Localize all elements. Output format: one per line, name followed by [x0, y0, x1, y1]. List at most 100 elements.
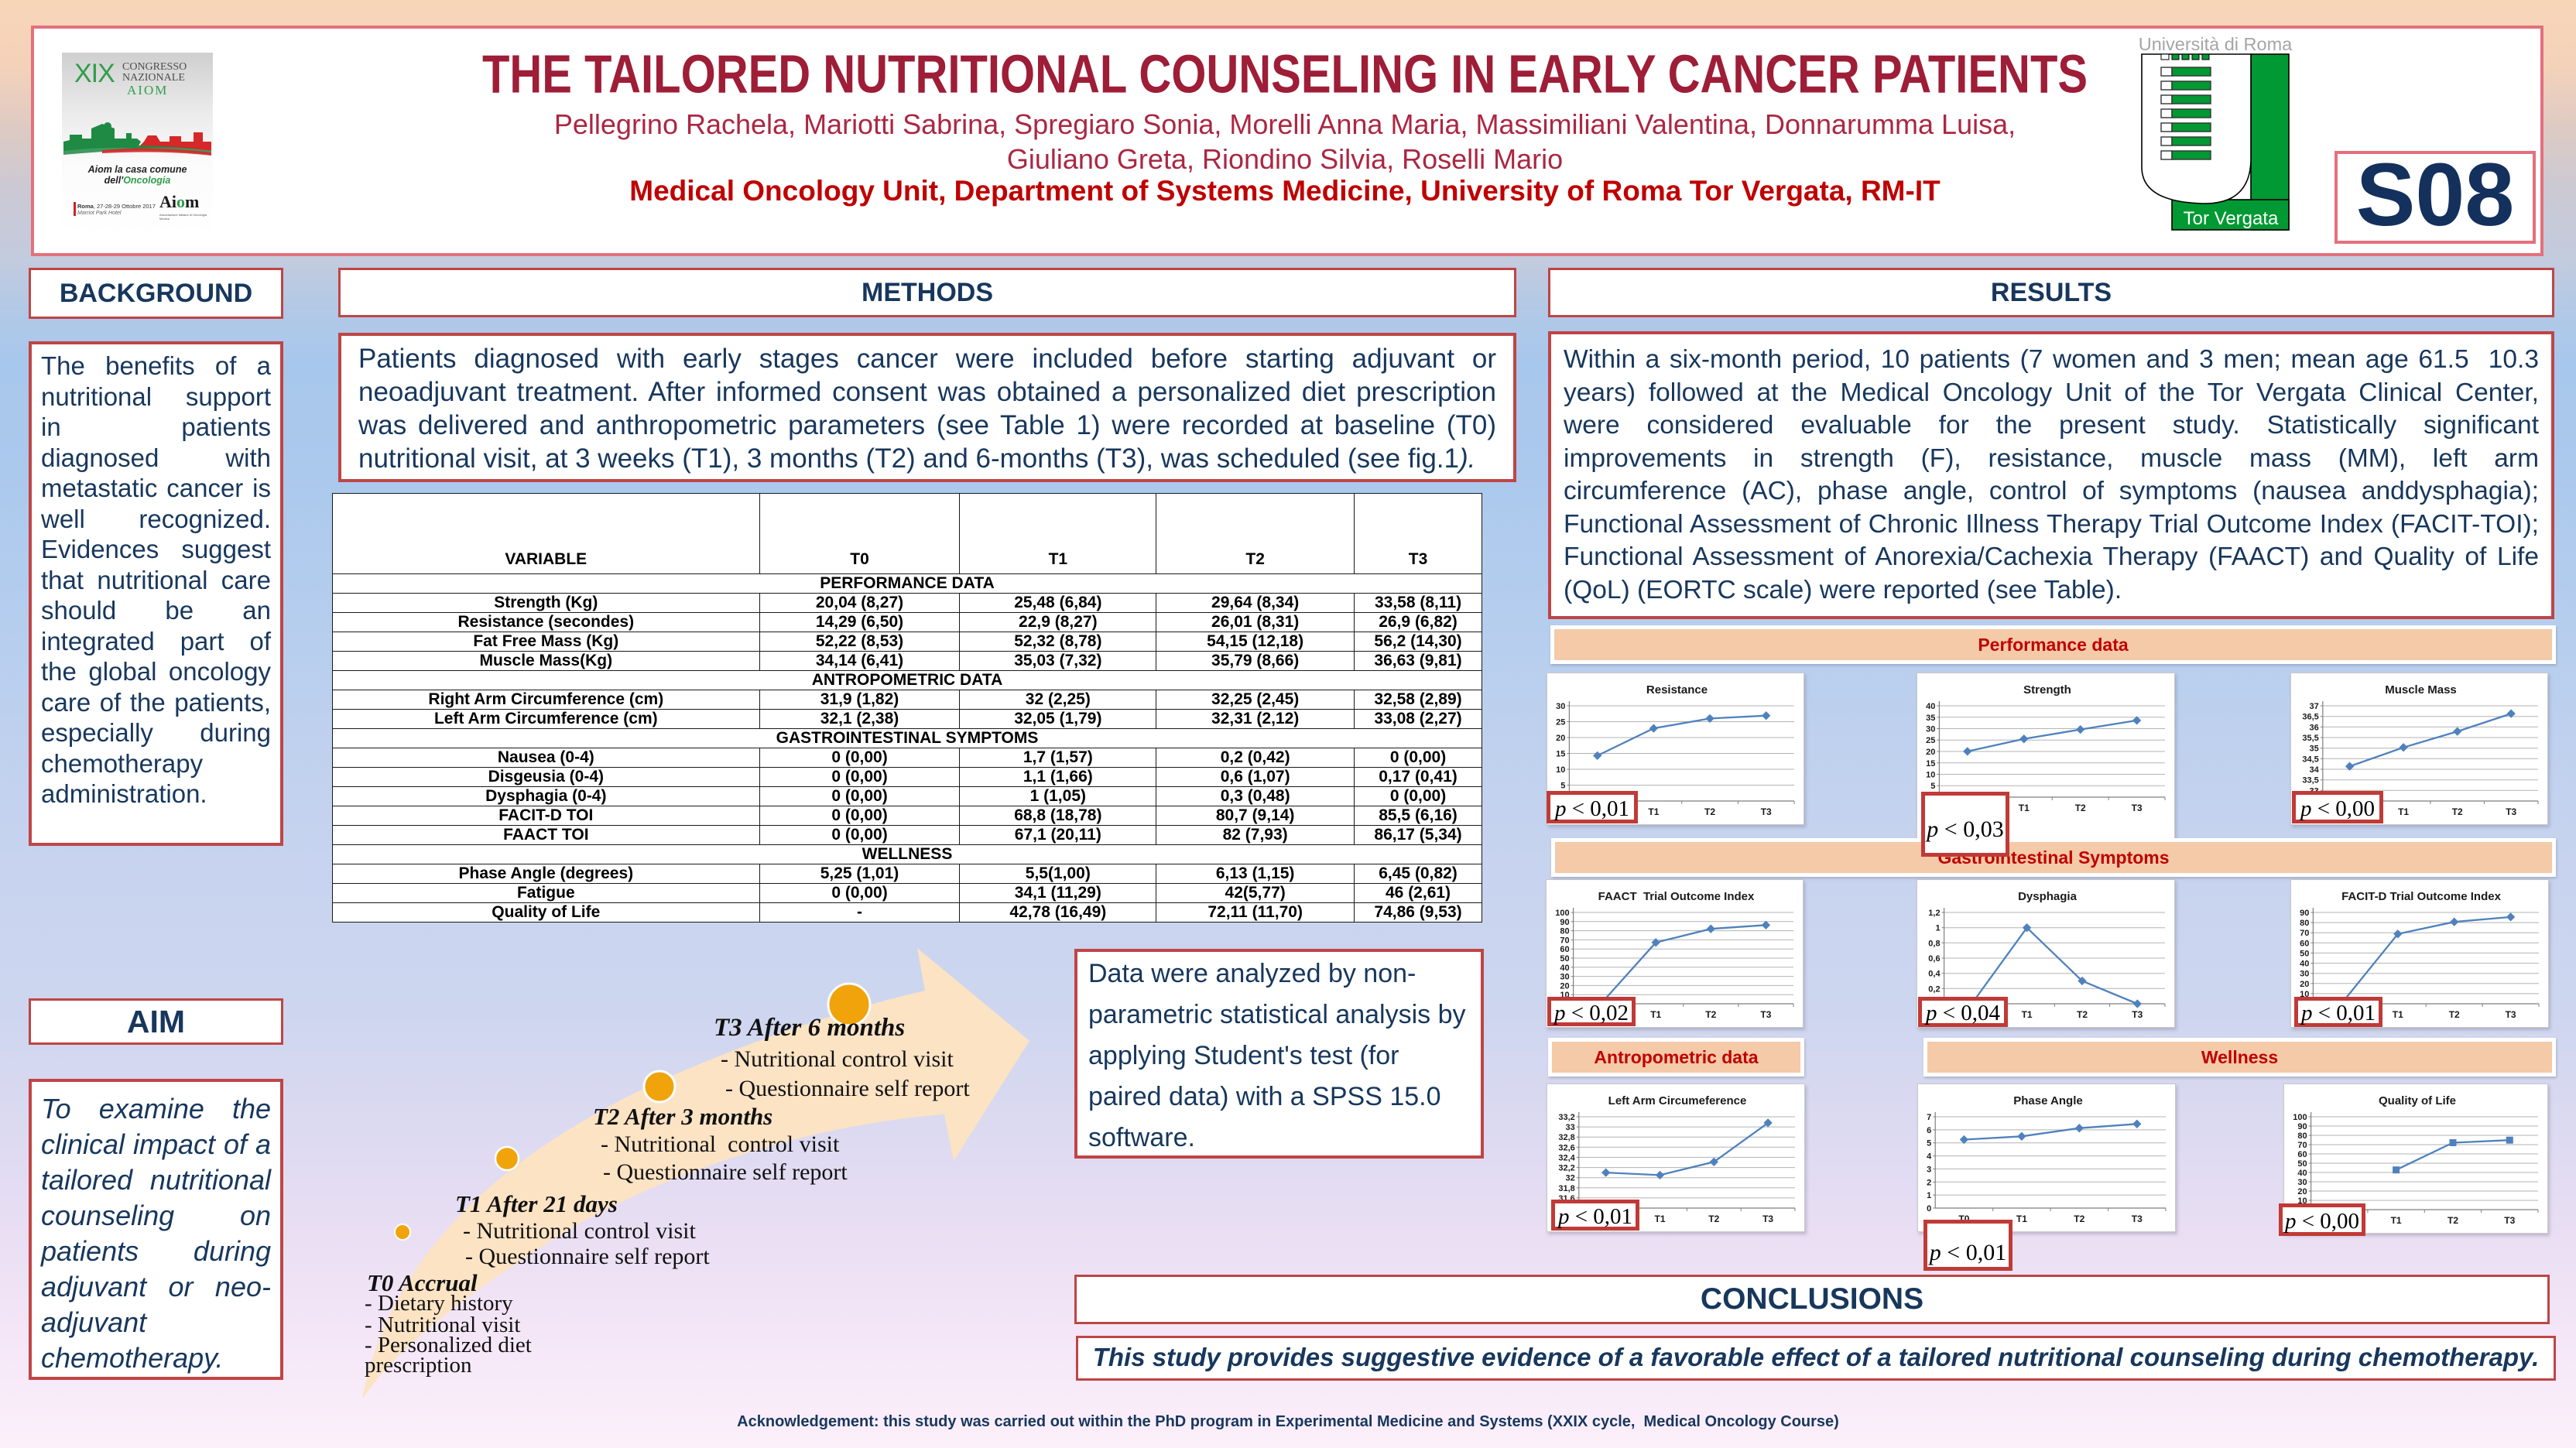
svg-text:Phase Angle: Phase Angle — [2013, 1094, 2082, 1107]
svg-text:0: 0 — [1927, 1204, 1931, 1214]
svg-text:37: 37 — [2310, 702, 2319, 711]
svg-text:0,2: 0,2 — [1928, 984, 1940, 994]
svg-text:T2: T2 — [2449, 1009, 2460, 1020]
svg-text:1: 1 — [1935, 924, 1940, 933]
svg-text:32: 32 — [1566, 1174, 1575, 1183]
svg-text:5: 5 — [1927, 1139, 1931, 1148]
svg-text:10: 10 — [1556, 765, 1565, 775]
svg-text:T3: T3 — [2132, 1214, 2143, 1224]
svg-text:T3: T3 — [2132, 1009, 2143, 1020]
svg-text:90: 90 — [2297, 1122, 2307, 1131]
svg-text:0,8: 0,8 — [1928, 939, 1940, 948]
svg-text:33,2: 33,2 — [1558, 1113, 1574, 1122]
svg-text:40: 40 — [1926, 702, 1935, 711]
svg-text:100: 100 — [2293, 1113, 2307, 1122]
svg-text:T1: T1 — [1654, 1214, 1665, 1224]
svg-text:T2: T2 — [2074, 1214, 2084, 1224]
svg-text:T2: T2 — [2075, 803, 2086, 813]
svg-text:35,5: 35,5 — [2302, 734, 2318, 743]
svg-text:30: 30 — [2297, 1178, 2307, 1187]
svg-text:30: 30 — [1926, 725, 1935, 734]
svg-text:Quality of Life: Quality of Life — [2379, 1094, 2456, 1107]
svg-text:Strength: Strength — [2023, 683, 2071, 697]
svg-text:T3: T3 — [2504, 1215, 2515, 1226]
svg-text:T2: T2 — [1704, 806, 1715, 817]
svg-text:T1: T1 — [2398, 806, 2409, 817]
svg-text:60: 60 — [1560, 945, 1569, 954]
svg-text:T1: T1 — [2391, 1215, 2402, 1226]
svg-text:30: 30 — [1560, 973, 1569, 982]
svg-text:T1: T1 — [1648, 806, 1659, 817]
svg-text:36,5: 36,5 — [2302, 713, 2318, 722]
svg-text:T3: T3 — [2132, 803, 2143, 813]
svg-text:10: 10 — [2300, 990, 2309, 999]
svg-text:60: 60 — [2297, 1150, 2307, 1159]
svg-text:FAACT Trial Outcome Index: FAACT Trial Outcome Index — [1598, 890, 1755, 903]
svg-text:T2: T2 — [1705, 1009, 1716, 1020]
svg-text:50: 50 — [2300, 949, 2309, 958]
svg-text:20: 20 — [2297, 1187, 2307, 1196]
svg-text:2: 2 — [1927, 1178, 1931, 1187]
svg-text:40: 40 — [2297, 1169, 2307, 1178]
svg-text:30: 30 — [1556, 702, 1565, 711]
svg-text:100: 100 — [1555, 909, 1569, 918]
svg-text:Tor Vergata: Tor Vergata — [2184, 208, 2279, 229]
svg-text:80: 80 — [1560, 927, 1569, 936]
svg-text:1,2: 1,2 — [1928, 909, 1940, 918]
svg-text:35: 35 — [1926, 714, 1935, 723]
svg-text:15: 15 — [1556, 750, 1565, 759]
svg-text:60: 60 — [2300, 939, 2309, 948]
svg-text:90: 90 — [2300, 909, 2309, 918]
svg-text:T2: T2 — [2452, 806, 2463, 817]
svg-text:36: 36 — [2310, 723, 2319, 732]
svg-text:70: 70 — [2297, 1141, 2307, 1150]
svg-text:0,6: 0,6 — [1928, 954, 1940, 964]
svg-text:30: 30 — [2300, 970, 2309, 979]
svg-text:34,5: 34,5 — [2302, 755, 2318, 764]
svg-text:T1: T1 — [2016, 1214, 2027, 1224]
svg-text:40: 40 — [1560, 964, 1569, 973]
svg-text:0,4: 0,4 — [1928, 970, 1941, 979]
svg-text:25: 25 — [1926, 736, 1935, 745]
svg-text:T1: T1 — [2022, 1009, 2033, 1020]
svg-text:80: 80 — [2297, 1131, 2307, 1141]
svg-text:T3: T3 — [2506, 1009, 2516, 1020]
svg-text:1: 1 — [1927, 1191, 1931, 1200]
svg-text:70: 70 — [2300, 929, 2309, 938]
svg-text:20: 20 — [1926, 748, 1935, 757]
svg-text:Resistance: Resistance — [1646, 683, 1708, 697]
svg-text:Muscle Mass: Muscle Mass — [2385, 683, 2457, 697]
svg-text:20: 20 — [1556, 734, 1565, 743]
svg-text:T3: T3 — [1762, 1214, 1773, 1224]
svg-text:40: 40 — [2300, 960, 2309, 969]
svg-text:34: 34 — [2310, 765, 2320, 775]
svg-text:T3: T3 — [1760, 1009, 1771, 1020]
svg-text:T3: T3 — [1761, 806, 1772, 817]
svg-text:7: 7 — [1927, 1113, 1931, 1122]
svg-text:4: 4 — [1927, 1152, 1932, 1162]
svg-text:10: 10 — [1926, 771, 1935, 780]
svg-text:31,8: 31,8 — [1558, 1184, 1574, 1193]
svg-text:35: 35 — [2310, 745, 2319, 754]
svg-text:T2: T2 — [1708, 1214, 1719, 1224]
svg-text:50: 50 — [1560, 954, 1569, 964]
svg-text:50: 50 — [2297, 1159, 2307, 1169]
svg-text:3: 3 — [1927, 1165, 1931, 1174]
svg-text:32,4: 32,4 — [1558, 1153, 1575, 1162]
svg-text:33: 33 — [1566, 1123, 1575, 1132]
svg-text:6: 6 — [1927, 1126, 1931, 1135]
svg-text:5: 5 — [1560, 782, 1565, 791]
svg-text:Università di Roma: Università di Roma — [2139, 34, 2293, 54]
svg-text:5: 5 — [1930, 782, 1935, 791]
svg-text:25: 25 — [1556, 718, 1565, 727]
svg-text:15: 15 — [1926, 759, 1935, 769]
svg-text:20: 20 — [2300, 980, 2309, 989]
svg-text:Dysphagia: Dysphagia — [2018, 890, 2078, 903]
svg-text:T2: T2 — [2448, 1215, 2458, 1226]
svg-text:T1: T1 — [2019, 803, 2030, 813]
svg-text:70: 70 — [1560, 936, 1569, 945]
svg-text:90: 90 — [1560, 918, 1569, 927]
svg-text:32,6: 32,6 — [1558, 1143, 1574, 1152]
svg-text:T1: T1 — [1650, 1009, 1661, 1020]
svg-text:T3: T3 — [2506, 806, 2516, 817]
